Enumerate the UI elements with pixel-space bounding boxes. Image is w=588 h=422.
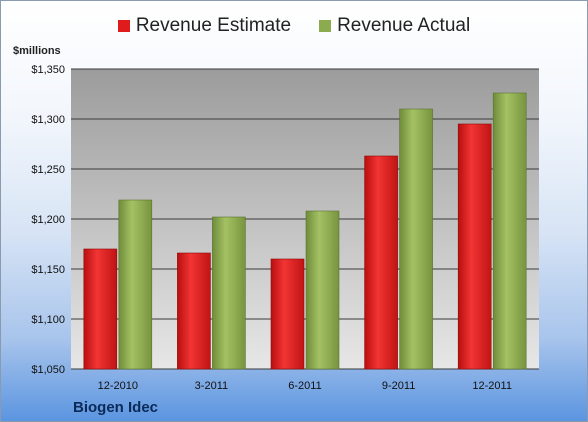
x-tick-label: 6-2011 xyxy=(288,380,321,392)
bar-revenue-estimate xyxy=(364,155,398,370)
x-tick-label: 3-2011 xyxy=(195,380,228,392)
y-tick-label: $1,350 xyxy=(31,64,65,76)
legend-label-estimate: Revenue Estimate xyxy=(135,15,292,36)
chart-legend: Revenue Estimate Revenue Actual xyxy=(1,15,587,37)
y-tick-label: $1,150 xyxy=(31,264,65,276)
bar-revenue-actual xyxy=(212,216,246,370)
y-tick-label: $1,100 xyxy=(31,314,65,326)
y-tick-label: $1,300 xyxy=(31,114,65,126)
x-tick-label: 12-2010 xyxy=(98,380,138,392)
x-tick-label: 12-2011 xyxy=(472,380,512,392)
y-axis-unit-label: $millions xyxy=(13,45,61,57)
bar-revenue-actual xyxy=(118,199,153,370)
bar-revenue-estimate xyxy=(83,248,118,370)
legend-label-actual: Revenue Actual xyxy=(337,15,471,36)
company-label: Biogen Idec xyxy=(73,399,159,416)
y-tick-label: $1,200 xyxy=(31,214,65,226)
bar-revenue-actual xyxy=(399,108,433,370)
legend-swatch-estimate xyxy=(117,20,130,32)
axis-layer: $1,050 $1,100 $1,150 $1,200 $1,250 $1,300 $1,3… xyxy=(31,64,512,392)
bar-revenue-estimate xyxy=(177,252,211,370)
bar-revenue-estimate xyxy=(457,123,492,370)
x-tick-label: 9-2011 xyxy=(382,380,415,392)
legend-item-estimate: Revenue Estimate xyxy=(117,15,292,37)
bar-revenue-actual xyxy=(492,92,527,370)
bar-layer xyxy=(83,92,527,370)
bar-revenue-estimate xyxy=(270,258,305,370)
y-tick-label: $1,050 xyxy=(31,364,65,376)
legend-swatch-actual xyxy=(319,20,332,32)
bar-revenue-actual xyxy=(305,210,340,370)
y-tick-label: $1,250 xyxy=(31,164,65,176)
legend-item-actual: Revenue Actual xyxy=(319,15,470,37)
